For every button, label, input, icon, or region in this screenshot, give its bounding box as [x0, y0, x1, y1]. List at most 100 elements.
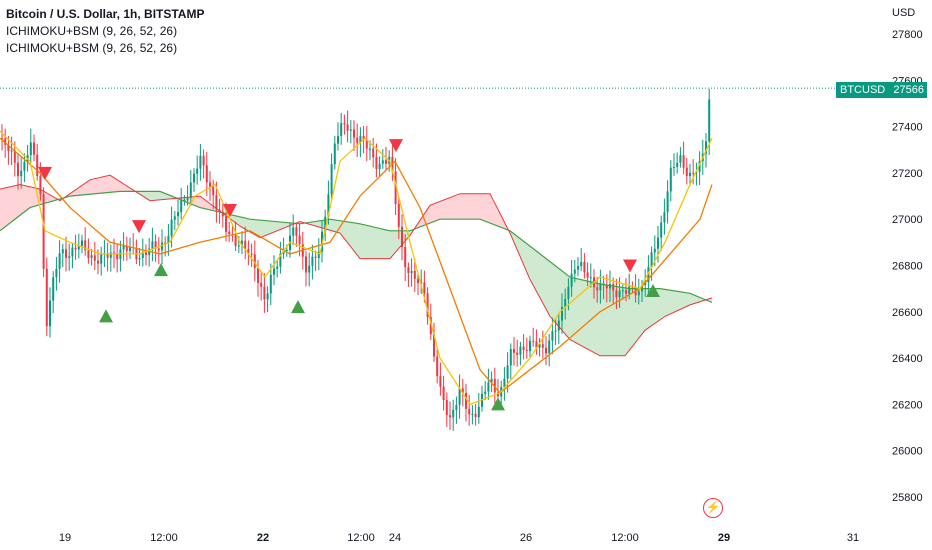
- candle-body: [58, 253, 61, 269]
- candle-body: [205, 165, 208, 183]
- candle-body: [247, 249, 250, 254]
- candle-body: [196, 168, 199, 174]
- candle-body: [692, 172, 695, 174]
- candle-body: [17, 162, 19, 177]
- candle-body: [279, 253, 282, 267]
- candle-body: [618, 290, 621, 298]
- candle-body: [522, 346, 525, 351]
- candle-body: [644, 282, 647, 285]
- buy-signal-icon: [491, 397, 505, 411]
- candle-body: [145, 252, 147, 256]
- candle-body: [349, 129, 352, 131]
- candle-body: [228, 231, 231, 235]
- candle-body: [682, 155, 685, 168]
- candle-body: [209, 182, 211, 187]
- candle-body: [257, 268, 259, 283]
- candle-body: [452, 409, 455, 418]
- candle-body: [580, 262, 583, 267]
- candle-body: [362, 135, 365, 140]
- candle-body: [477, 406, 480, 418]
- candle-body: [660, 222, 663, 238]
- candle-body: [647, 267, 650, 283]
- candle-body: [81, 240, 83, 246]
- candle-body: [589, 277, 592, 279]
- candle-body: [199, 155, 202, 169]
- candle-body: [84, 240, 87, 251]
- candle-body: [513, 349, 515, 353]
- candle-body: [157, 248, 160, 251]
- cloud-segment: [134, 190, 178, 201]
- candle-body: [298, 235, 301, 245]
- candle-body: [538, 344, 541, 348]
- time-tick-label: 29: [718, 532, 730, 544]
- symbol-title[interactable]: Bitcoin / U.S. Dollar, 1h, BITSTAMP: [6, 7, 205, 21]
- candle-body: [545, 347, 547, 354]
- buy-signal-icon: [291, 300, 305, 314]
- signals: [38, 139, 660, 411]
- candle-body: [705, 141, 707, 154]
- chart-legend: Bitcoin / U.S. Dollar, 1h, BITSTAMP ICHI…: [6, 6, 204, 57]
- candle-body: [535, 341, 538, 348]
- candle-body: [612, 284, 615, 291]
- candle-body: [106, 253, 109, 258]
- sell-signal-icon: [623, 259, 637, 273]
- price-axis: 25800 26000 26200 26400 26600 26800 27000 27200…: [892, 29, 923, 504]
- candle-body: [311, 256, 314, 266]
- candle-body: [273, 268, 275, 275]
- candle-body: [458, 388, 461, 405]
- candle-body: [10, 150, 13, 152]
- candle-body: [52, 277, 55, 301]
- price-tick-label: 26600: [892, 307, 923, 319]
- candle-body: [177, 212, 179, 217]
- candle-body: [487, 382, 490, 392]
- candle-body: [708, 99, 711, 142]
- candle-body: [97, 260, 99, 264]
- candles: [1, 88, 711, 431]
- last-price-badge: BTCUSD 27566: [836, 82, 927, 98]
- time-tick-label: 22: [257, 532, 269, 544]
- candle-body: [129, 247, 131, 251]
- indicator-label-2[interactable]: ICHIMOKU+BSM (9, 26, 52, 26): [6, 41, 178, 55]
- candle-body: [39, 175, 42, 195]
- time-axis: 19 12:00 22 12:00 24 26 12:00 29 31: [59, 532, 859, 544]
- currency-label[interactable]: USD: [892, 7, 916, 19]
- candle-body: [615, 290, 618, 298]
- candle-body: [417, 278, 419, 284]
- span-b-line: [0, 174, 713, 357]
- candle-body: [493, 378, 496, 393]
- conversion-line: [0, 130, 713, 406]
- candle-body: [599, 283, 602, 291]
- candle-body: [679, 155, 682, 163]
- candle-body: [20, 170, 23, 177]
- candle-body: [87, 250, 90, 259]
- candle-body: [551, 331, 554, 341]
- candle-body: [401, 226, 403, 248]
- candle-body: [657, 237, 659, 249]
- candle-body: [1, 138, 3, 140]
- buy-signal-icon: [99, 309, 113, 323]
- cloud-segment: [414, 193, 510, 234]
- price-tick-label: 27800: [892, 29, 923, 41]
- candle-body: [375, 157, 378, 169]
- candle-body: [474, 413, 477, 418]
- candle-body: [250, 253, 253, 255]
- cloud-segment: [222, 212, 296, 238]
- candle-body: [353, 129, 355, 138]
- candle-body: [650, 252, 653, 268]
- price-tick-label: 27200: [892, 168, 923, 180]
- candle-body: [490, 378, 493, 383]
- candle-body: [554, 330, 557, 332]
- indicator-label-1[interactable]: ICHIMOKU+BSM (9, 26, 52, 26): [6, 24, 178, 38]
- candle-body: [151, 241, 154, 249]
- candle-body: [372, 148, 375, 158]
- lightning-icon[interactable]: ⚡: [703, 498, 723, 518]
- candle-body: [359, 135, 362, 144]
- candle-body: [71, 247, 74, 257]
- candle-body: [221, 211, 224, 217]
- candle-body: [29, 142, 32, 156]
- candle-body: [413, 271, 416, 279]
- candle-body: [561, 307, 563, 321]
- candle-body: [484, 391, 487, 394]
- candle-body: [586, 272, 589, 278]
